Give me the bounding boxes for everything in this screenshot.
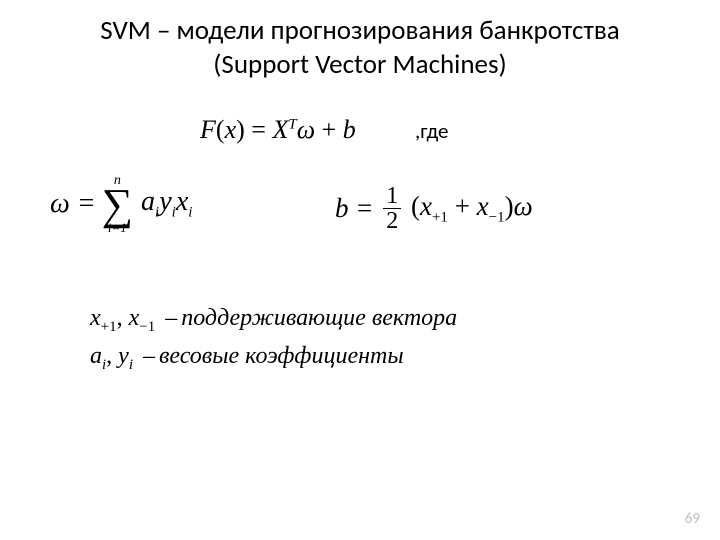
main-equation: F(x) = XTω + b — [200, 115, 356, 145]
b-equation: b = 1 2 (x+1 + x−1)ω — [335, 184, 533, 233]
def-line-2: ai, yi –весовые коэффициенты — [90, 338, 457, 376]
sup-T: T — [288, 116, 296, 132]
sigma-symbol: ∑ — [102, 186, 133, 223]
b-lhs: b = — [335, 193, 373, 224]
def2-text: весовые коэффициенты — [159, 343, 404, 369]
slide-title: SVM – модели прогнозирования банкротства… — [0, 14, 720, 82]
omega-term: aiyixi — [141, 186, 192, 222]
omega-lhs: ω = — [50, 188, 96, 220]
omega: ω — [297, 115, 315, 144]
definitions: x+1, x−1 –поддерживающие вектора ai, yi … — [90, 300, 457, 377]
omega-equation: ω = n ∑ i=1 aiyixi — [50, 174, 192, 234]
sigma-icon: n ∑ i=1 — [102, 174, 133, 234]
frac-num: 1 — [383, 184, 401, 208]
fraction: 1 2 — [383, 184, 401, 233]
page-number: 69 — [685, 510, 700, 528]
def-line-1: x+1, x−1 –поддерживающие вектора — [90, 300, 457, 338]
title-line-1: SVM – модели прогнозирования банкротства — [100, 14, 619, 47]
X: X — [272, 115, 288, 144]
where-label: ,где — [415, 118, 448, 144]
b: b — [343, 115, 356, 144]
title-line-2: (Support Vector Machines) — [213, 48, 507, 81]
b-rhs: (x+1 + x−1)ω — [411, 191, 533, 226]
fn-F: F — [200, 115, 216, 144]
fn-arg: x — [225, 115, 237, 144]
slide: SVM – модели прогнозирования банкротства… — [0, 0, 720, 540]
def1-text: поддерживающие вектора — [181, 305, 457, 331]
plus: + — [322, 115, 337, 144]
frac-den: 2 — [383, 208, 401, 233]
